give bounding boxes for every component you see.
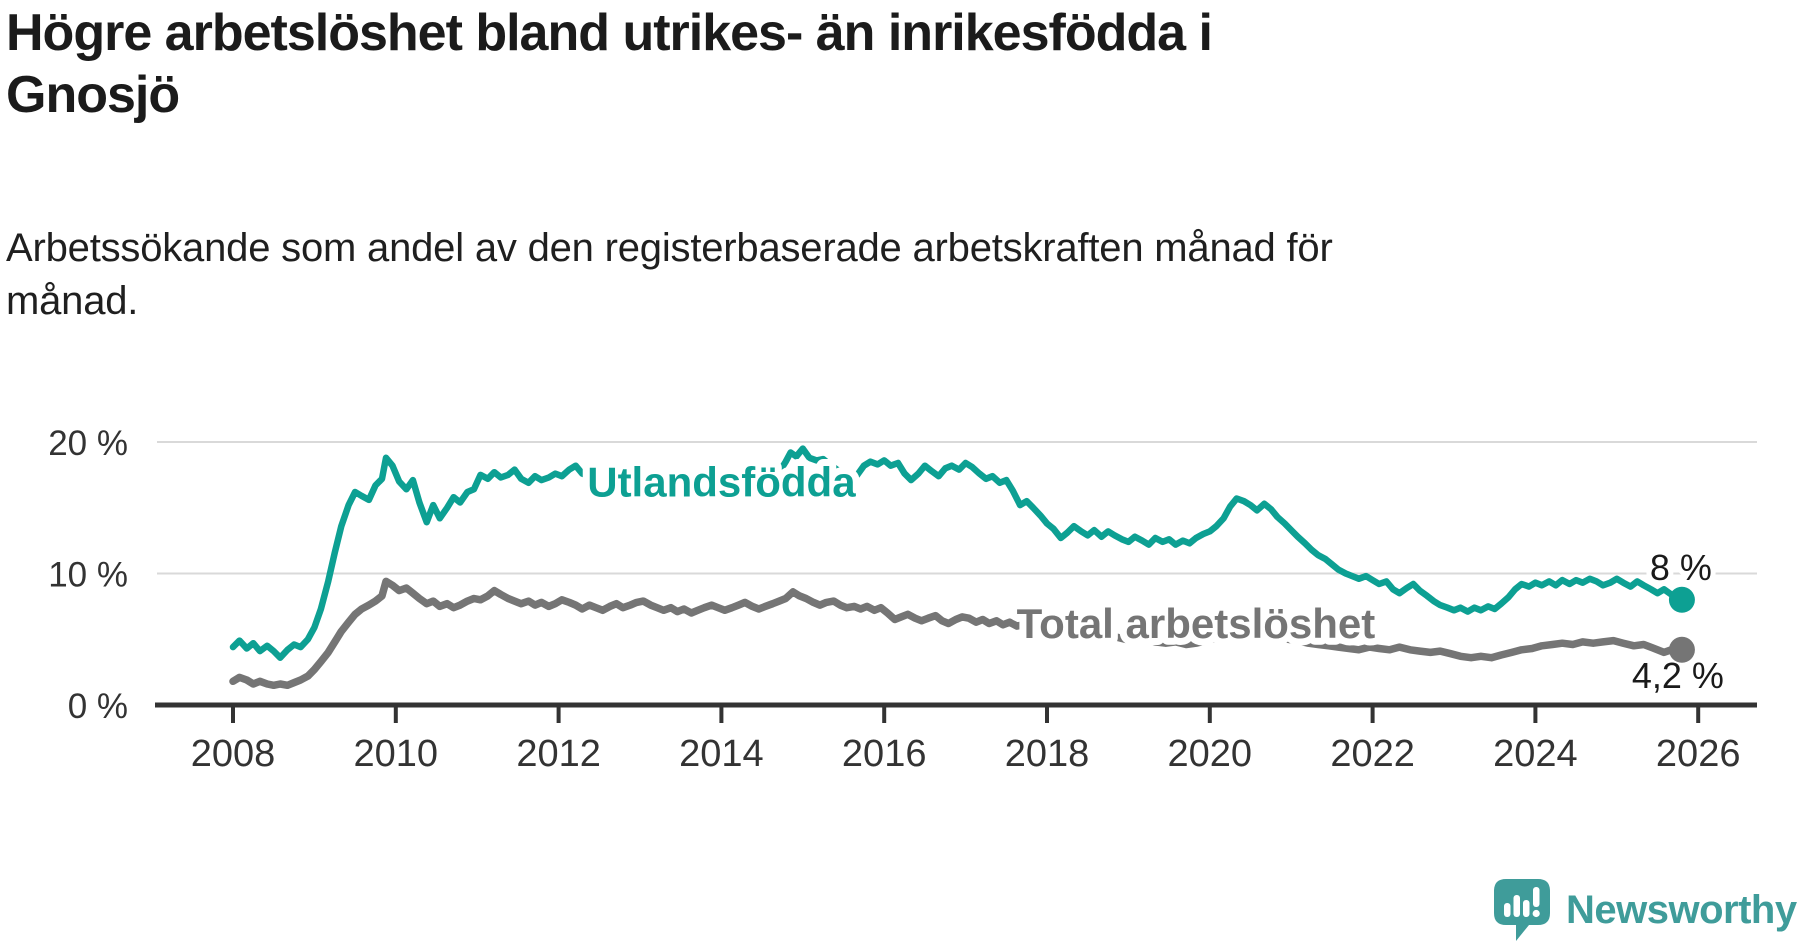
series-line-utlandsfodda [229, 445, 1686, 661]
x-tick-label-2020: 2020 [1168, 733, 1253, 775]
end-dot-utlandsfodda [1668, 586, 1695, 613]
x-tick-label-2024: 2024 [1493, 733, 1578, 775]
newsworthy-logo: Newsworthy [1492, 876, 1797, 944]
x-tick-label-2010: 2010 [354, 733, 439, 775]
y-axis-label-0pct: 0 % [68, 687, 128, 726]
newsworthy-speech-bubble-bar-chart-icon [1494, 879, 1550, 941]
x-tick-label-2012: 2012 [516, 733, 601, 775]
x-tick-label-2026: 2026 [1656, 733, 1741, 775]
x-tick-label-2016: 2016 [842, 733, 927, 775]
x-tick-label-2014: 2014 [679, 733, 764, 775]
series-line-total [229, 577, 1686, 690]
y-axis-label-10pct: 10 % [48, 556, 128, 595]
x-tick-label-2022: 2022 [1330, 733, 1415, 775]
end-dot-total [1668, 636, 1695, 663]
end-value-label-utlandsfodda: 8 % [1650, 547, 1712, 588]
chart-subtitle: Arbetssökande som andel av den registerb… [6, 222, 1333, 328]
y-axis-label-20pct: 20 % [48, 424, 128, 463]
series-label-utlandsfodda: Utlandsfödda [587, 458, 856, 505]
newsworthy-brand-name: Newsworthy [1566, 887, 1797, 932]
series-label-total: Total arbetslöshet [1017, 600, 1376, 647]
page-title-line-1: Högre arbetslöshet bland utrikes- än inr… [6, 4, 1213, 62]
chart-subtitle-line-1: Arbetssökande som andel av den registerb… [6, 226, 1333, 270]
page-title: Högre arbetslöshet bland utrikes- än inr… [6, 2, 1213, 126]
x-tick-label-2008: 2008 [191, 733, 276, 775]
page-title-line-2: Gnosjö [6, 66, 180, 124]
chart-subtitle-line-2: månad. [6, 279, 139, 323]
x-tick-label-2018: 2018 [1005, 733, 1090, 775]
